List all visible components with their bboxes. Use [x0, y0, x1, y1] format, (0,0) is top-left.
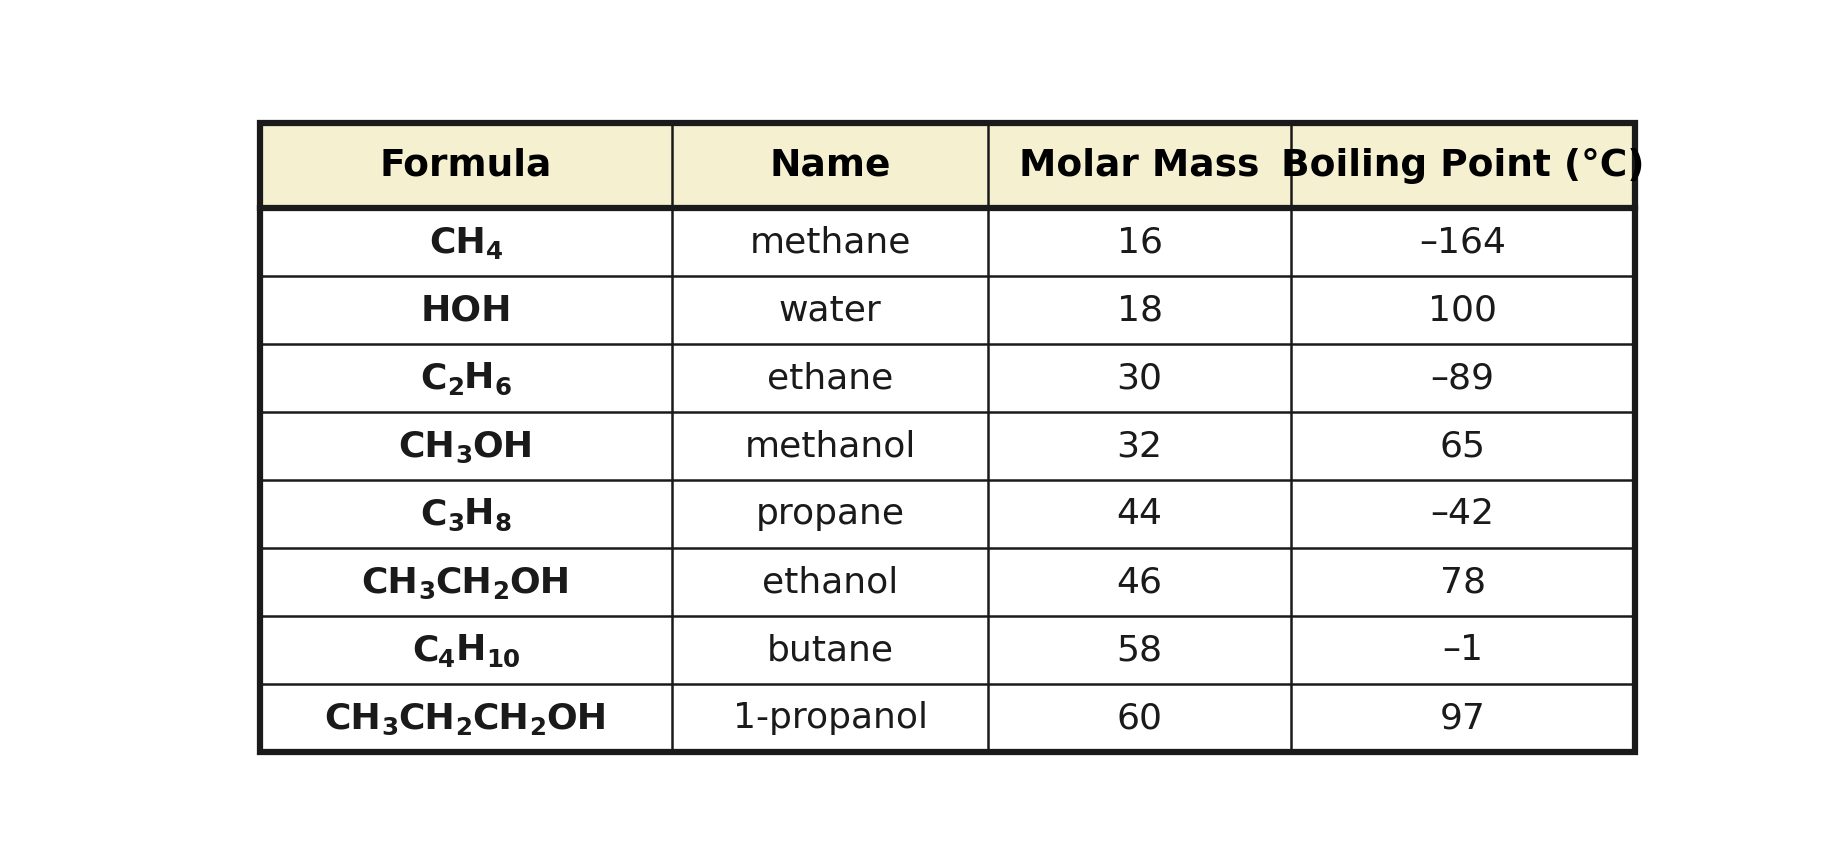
Text: C: C — [421, 361, 447, 395]
Text: propane: propane — [756, 497, 906, 531]
Text: H: H — [455, 633, 486, 667]
Text: 2: 2 — [447, 376, 464, 400]
Text: 78: 78 — [1440, 565, 1486, 599]
Text: ethanol: ethanol — [761, 565, 898, 599]
Bar — [259, 123, 1635, 208]
Text: CH: CH — [399, 701, 455, 735]
Text: 30: 30 — [1116, 361, 1162, 395]
Text: 2: 2 — [455, 716, 473, 740]
Text: C: C — [412, 633, 438, 667]
Text: 4: 4 — [486, 240, 503, 263]
Text: 46: 46 — [1116, 565, 1162, 599]
Text: ethane: ethane — [767, 361, 893, 395]
Text: CH: CH — [429, 225, 486, 259]
Text: 58: 58 — [1116, 633, 1162, 667]
Text: 3: 3 — [447, 512, 464, 536]
Text: 1-propanol: 1-propanol — [734, 701, 928, 735]
Text: 3: 3 — [418, 580, 436, 604]
Bar — [259, 685, 1635, 752]
Text: 65: 65 — [1440, 429, 1486, 463]
Text: 8: 8 — [493, 512, 512, 536]
Text: CH: CH — [473, 701, 529, 735]
Bar — [259, 616, 1635, 685]
Text: 100: 100 — [1429, 293, 1497, 327]
Text: 16: 16 — [1116, 225, 1162, 259]
Text: 18: 18 — [1116, 293, 1162, 327]
Text: 3: 3 — [455, 444, 473, 468]
Text: CH: CH — [399, 429, 455, 463]
Text: –89: –89 — [1430, 361, 1495, 395]
Text: C: C — [421, 497, 447, 531]
Text: butane: butane — [767, 633, 894, 667]
Text: 2: 2 — [492, 580, 510, 604]
Text: 97: 97 — [1440, 701, 1486, 735]
Text: 44: 44 — [1116, 497, 1162, 531]
Bar — [259, 480, 1635, 548]
Text: –1: –1 — [1441, 633, 1484, 667]
Text: methane: methane — [750, 225, 911, 259]
Bar — [259, 412, 1635, 480]
Text: 32: 32 — [1116, 429, 1162, 463]
Text: 10: 10 — [486, 648, 519, 672]
Text: OH: OH — [545, 701, 608, 735]
Bar — [259, 344, 1635, 412]
Text: H: H — [464, 361, 493, 395]
Text: 3: 3 — [381, 716, 399, 740]
Text: –164: –164 — [1419, 225, 1506, 259]
Text: HOH: HOH — [419, 293, 512, 327]
Text: water: water — [778, 293, 881, 327]
Bar — [259, 548, 1635, 616]
Bar — [259, 208, 1635, 276]
Text: 6: 6 — [493, 376, 512, 400]
Text: OH: OH — [473, 429, 534, 463]
Text: 2: 2 — [529, 716, 545, 740]
Text: methanol: methanol — [745, 429, 917, 463]
Text: Boiling Point (°C): Boiling Point (°C) — [1281, 148, 1645, 183]
Text: CH: CH — [362, 565, 418, 599]
Text: CH: CH — [436, 565, 492, 599]
Text: –42: –42 — [1430, 497, 1495, 531]
Text: H: H — [464, 497, 493, 531]
Text: Formula: Formula — [379, 148, 553, 183]
Text: 4: 4 — [438, 648, 455, 672]
Text: Molar Mass: Molar Mass — [1020, 148, 1260, 183]
Text: OH: OH — [510, 565, 571, 599]
Text: 60: 60 — [1116, 701, 1162, 735]
Bar — [259, 276, 1635, 344]
Text: CH: CH — [325, 701, 381, 735]
Text: Name: Name — [769, 148, 891, 183]
